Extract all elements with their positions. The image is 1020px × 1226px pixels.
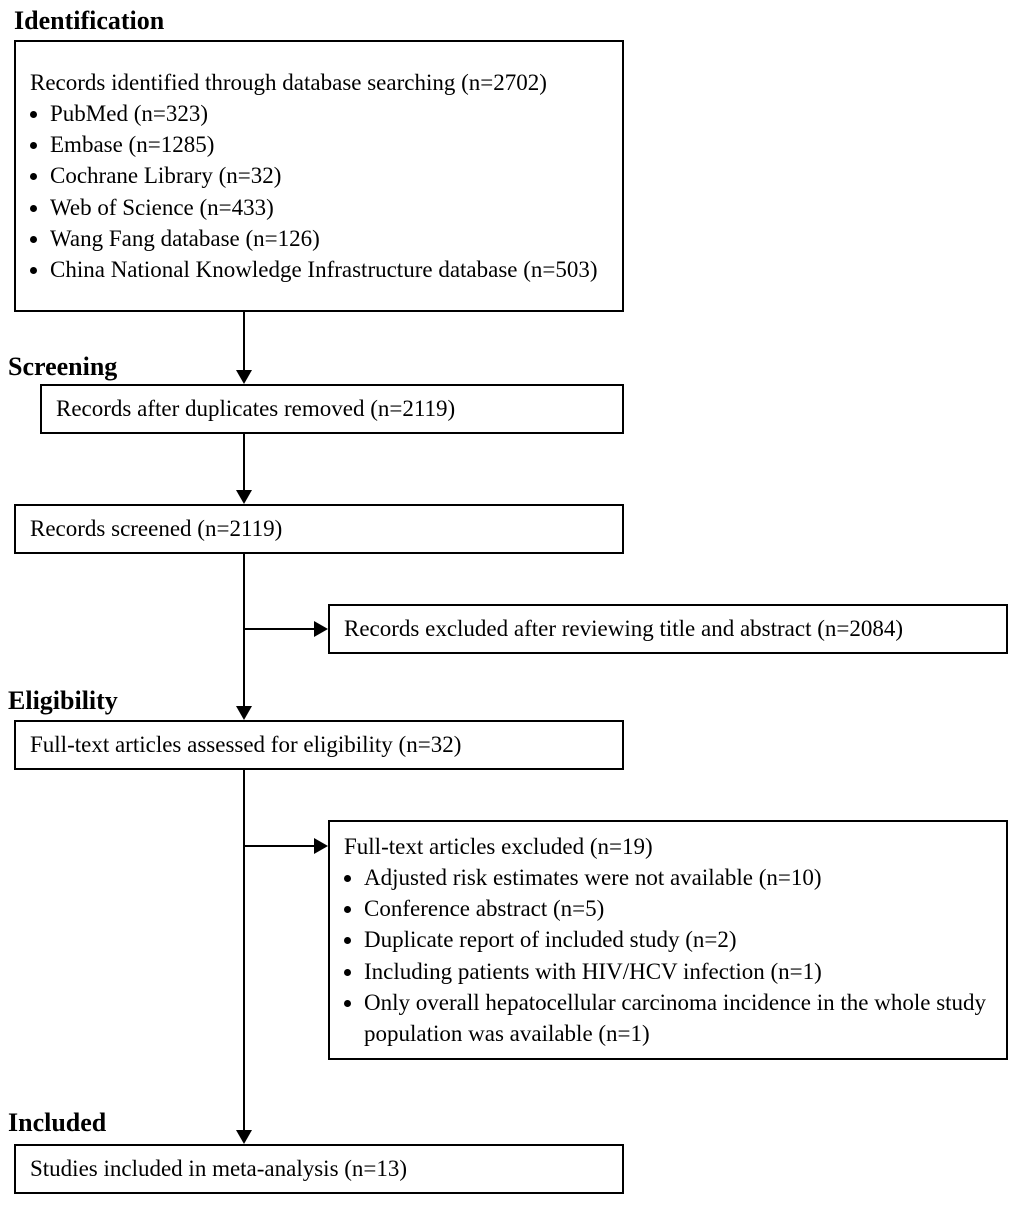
node-bullet: Only overall hepatocellular carcinoma in…: [364, 987, 992, 1049]
node-bullet: Wang Fang database (n=126): [50, 223, 608, 254]
arrow-head-icon: [236, 706, 252, 720]
node-bullet: PubMed (n=323): [50, 98, 608, 129]
node-text: Studies included in meta-analysis (n=13): [30, 1153, 608, 1184]
edge-line: [243, 554, 245, 708]
arrow-head-icon: [236, 490, 252, 504]
flow-node-n7: Studies included in meta-analysis (n=13): [14, 1144, 624, 1194]
node-bullet: Conference abstract (n=5): [364, 893, 992, 924]
edge-line: [244, 628, 316, 630]
node-bullet: Web of Science (n=433): [50, 192, 608, 223]
node-text: Records excluded after reviewing title a…: [344, 613, 992, 644]
flow-node-n6: Full-text articles excluded (n=19)Adjust…: [328, 820, 1008, 1060]
stage-label-identification: Identification: [14, 6, 164, 36]
node-bullet: Adjusted risk estimates were not availab…: [364, 862, 992, 893]
arrow-head-icon: [236, 370, 252, 384]
node-bullet: Duplicate report of included study (n=2): [364, 924, 992, 955]
arrow-head-icon: [314, 838, 328, 854]
flow-node-n3: Records screened (n=2119): [14, 504, 624, 554]
edge-line: [243, 770, 245, 1132]
flow-node-n1: Records identified through database sear…: [14, 40, 624, 312]
flow-node-n4: Records excluded after reviewing title a…: [328, 604, 1008, 654]
node-text: Records after duplicates removed (n=2119…: [56, 393, 608, 424]
flow-node-n2: Records after duplicates removed (n=2119…: [40, 384, 624, 434]
edge-line: [243, 434, 245, 492]
node-bullet: Embase (n=1285): [50, 129, 608, 160]
node-text: Full-text articles assessed for eligibil…: [30, 729, 608, 760]
stage-label-included: Included: [8, 1108, 106, 1138]
flow-node-n5: Full-text articles assessed for eligibil…: [14, 720, 624, 770]
node-bullet: Including patients with HIV/HCV infectio…: [364, 956, 992, 987]
node-text: Records identified through database sear…: [30, 67, 608, 98]
stage-label-eligibility: Eligibility: [8, 686, 118, 716]
node-text: Full-text articles excluded (n=19): [344, 831, 992, 862]
prisma-flowchart: Identification Screening Eligibility Includ…: [0, 0, 1020, 1226]
stage-label-screening: Screening: [8, 352, 117, 382]
node-bullet-list: Adjusted risk estimates were not availab…: [344, 862, 992, 1048]
node-bullet: Cochrane Library (n=32): [50, 160, 608, 191]
node-bullet: China National Knowledge Infrastructure …: [50, 254, 608, 285]
arrow-head-icon: [236, 1130, 252, 1144]
node-bullet-list: PubMed (n=323)Embase (n=1285)Cochrane Li…: [30, 98, 608, 284]
node-text: Records screened (n=2119): [30, 513, 608, 544]
arrow-head-icon: [314, 621, 328, 637]
edge-line: [244, 845, 316, 847]
edge-line: [243, 312, 245, 372]
